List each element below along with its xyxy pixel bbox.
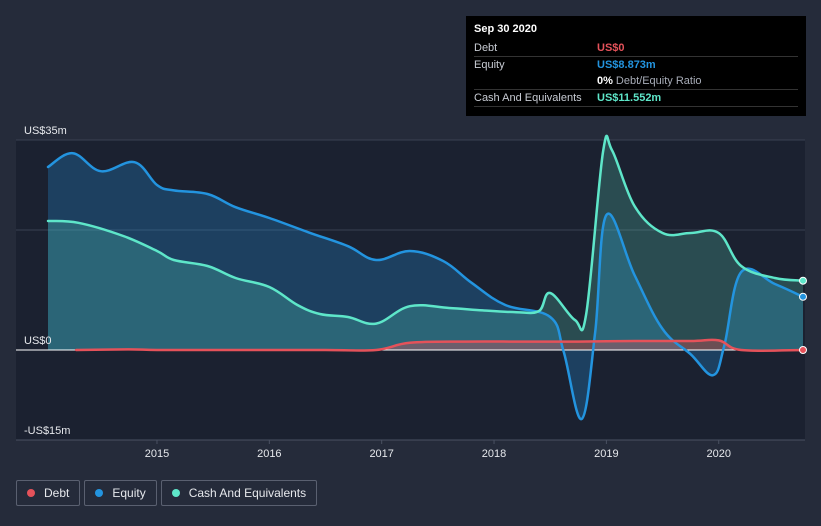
tooltip-cash-label: Cash And Equivalents (474, 92, 582, 104)
tooltip-ratio-label: Debt/Equity Ratio (615, 75, 702, 87)
equity-line (46, 151, 805, 421)
y-axis-ticks: US$35m US$0 -US$15m (24, 125, 70, 437)
equity-end-point (799, 292, 807, 301)
tooltip-debt-label: Debt (474, 42, 498, 54)
tooltip-row-ratio: 0% Debt/Equity Ratio (474, 73, 798, 90)
series-areas (48, 135, 804, 420)
equity-dot-icon (95, 489, 104, 497)
tooltip-row-debt: Debt US$0 (474, 40, 798, 57)
series-endpoints (799, 276, 807, 354)
x-tick-label-1: 2016 (257, 448, 281, 460)
tooltip-row-equity: Equity US$8.873m (474, 57, 798, 73)
tooltip-ratio-percent: 0% (597, 75, 613, 87)
legend-item-cash[interactable]: Cash And Equivalents (160, 480, 318, 506)
x-tick-label-4: 2019 (594, 448, 618, 460)
y-tick-label-0: US$35m (24, 125, 67, 137)
legend-item-equity[interactable]: Equity (84, 480, 157, 506)
cash-and-equivalents-line (46, 134, 805, 332)
legend-cash-label: Cash And Equivalents (188, 486, 307, 500)
tooltip-equity-label: Equity (474, 59, 505, 71)
tooltip-equity-value: US$8.873m (597, 59, 656, 71)
debt-line (74, 338, 805, 352)
cash-and-equivalents-area (48, 135, 803, 350)
legend-debt-label: Debt (44, 486, 70, 500)
y-tick-label-1: US$0 (24, 335, 52, 347)
series-lines (46, 134, 805, 421)
tooltip-date: Sep 30 2020 (474, 23, 537, 35)
legend-equity-label: Equity (112, 486, 146, 500)
cash-and-equivalents-end-point (799, 276, 807, 285)
legend: Debt Equity Cash And Equivalents (16, 480, 321, 508)
legend-item-debt[interactable]: Debt (16, 480, 81, 506)
x-tick-label-3: 2018 (482, 448, 506, 460)
x-tick-label-0: 2015 (145, 448, 169, 460)
plot-background (16, 140, 805, 440)
tooltip-row-cash: Cash And Equivalents US$11.552m (474, 90, 798, 107)
x-tick-label-5: 2020 (706, 448, 730, 460)
tooltip-panel: Sep 30 2020 Debt US$0 Equity US$8.873m 0… (466, 16, 806, 116)
x-tick-label-2: 2017 (369, 448, 393, 460)
x-axis-ticks: 2015 2016 2017 2018 2019 2020 (145, 440, 731, 460)
cash-dot-icon (171, 489, 180, 497)
y-tick-label-2: -US$15m (24, 425, 70, 437)
debt-end-point (799, 346, 807, 354)
debt-area (76, 339, 804, 351)
tooltip-debt-value: US$0 (597, 42, 625, 54)
equity-area (48, 153, 803, 420)
debt-dot-icon (27, 489, 35, 497)
tooltip-cash-value: US$11.552m (597, 92, 662, 104)
